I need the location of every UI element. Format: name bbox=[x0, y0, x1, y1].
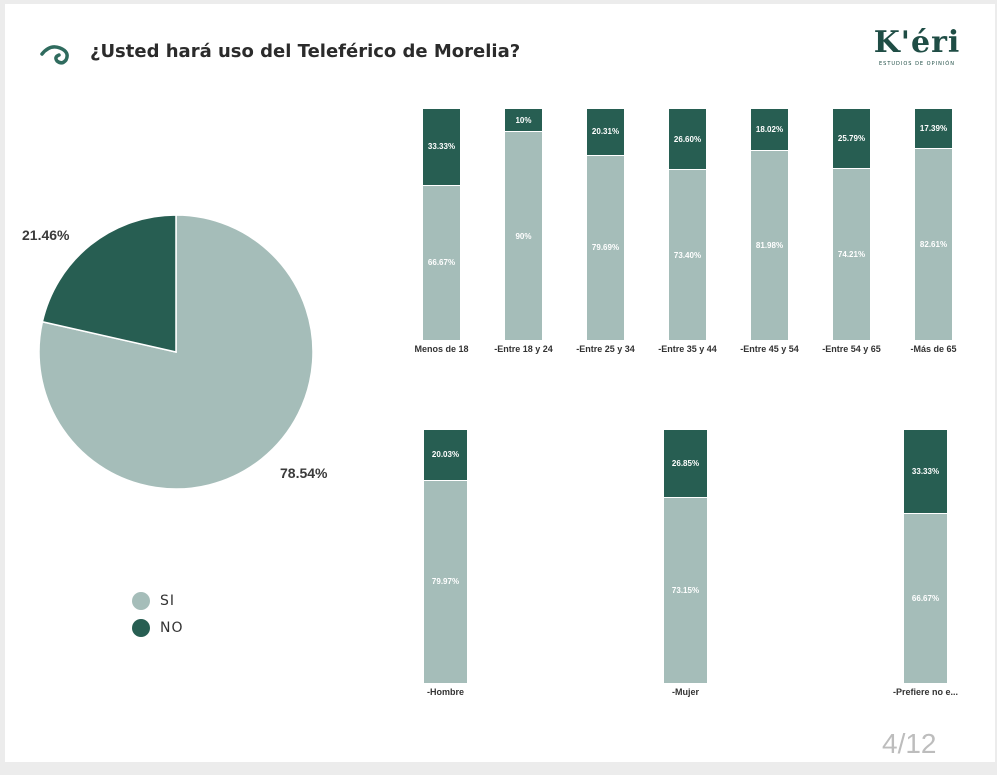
logo: K'éri ESTUDIOS DE OPINIÓN bbox=[872, 26, 962, 76]
bar-segment-si: 66.67% bbox=[423, 185, 460, 340]
bar-column: 20.03% 79.97% bbox=[424, 430, 467, 683]
bar-segment-si: 79.97% bbox=[424, 480, 467, 683]
bar-value-label-si: 73.15% bbox=[671, 585, 700, 595]
bar-column: 33.33% 66.67% bbox=[423, 109, 460, 340]
bar-value-label-si: 74.21% bbox=[837, 249, 866, 259]
logo-main: K'éri bbox=[873, 25, 961, 60]
bar-value-label-si: 79.97% bbox=[431, 577, 460, 587]
bar-segment-si: 66.67% bbox=[904, 514, 947, 683]
category-label: Menos de 18 bbox=[414, 344, 469, 354]
bar-segment-no: 20.03% bbox=[424, 430, 467, 481]
category-label: -Prefiere no e... bbox=[892, 687, 959, 697]
bar-column: 33.33% 66.67% bbox=[904, 430, 947, 683]
category-label: -Hombre bbox=[426, 687, 464, 697]
legend-label-no: NO bbox=[160, 620, 184, 636]
pie-label-no: 21.46% bbox=[22, 227, 70, 243]
bar-value-label-si: 82.61% bbox=[919, 240, 948, 250]
bar-segment-si: 73.40% bbox=[669, 170, 706, 340]
legend-swatch-no bbox=[132, 619, 150, 637]
bar-value-label-si: 66.67% bbox=[911, 594, 940, 604]
bar-segment-no: 18.02% bbox=[751, 109, 788, 151]
spiral-icon bbox=[40, 45, 69, 65]
bar-value-label-no: 26.60% bbox=[673, 134, 702, 144]
bar-value-label-no: 33.33% bbox=[911, 467, 940, 477]
bar-segment-si: 73.15% bbox=[664, 497, 707, 683]
bar-segment-no: 33.33% bbox=[423, 109, 460, 186]
bar-value-label-no: 33.33% bbox=[427, 142, 456, 152]
bar-value-label-no: 10% bbox=[515, 115, 532, 125]
category-label: -Entre 54 y 65 bbox=[822, 344, 881, 354]
bar-value-label-si: 79.69% bbox=[591, 243, 620, 253]
category-label: -Entre 18 y 24 bbox=[494, 344, 553, 354]
legend-item-no: NO bbox=[132, 617, 184, 639]
bar-value-label-no: 20.03% bbox=[431, 450, 460, 460]
pie-label-si: 78.54% bbox=[280, 465, 328, 481]
bar-column: 26.60% 73.40% bbox=[669, 109, 706, 340]
bar-segment-no: 17.39% bbox=[915, 109, 952, 150]
bar-value-label-si: 66.67% bbox=[427, 258, 456, 268]
category-label: -Entre 25 y 34 bbox=[576, 344, 635, 354]
bar-column: 18.02% 81.98% bbox=[751, 109, 788, 340]
bar-value-label-si: 73.40% bbox=[673, 250, 702, 260]
bar-segment-no: 20.31% bbox=[587, 109, 624, 156]
bar-value-label-no: 20.31% bbox=[591, 127, 620, 137]
category-label: -Más de 65 bbox=[910, 344, 957, 354]
bar-value-label-no: 26.85% bbox=[671, 458, 700, 468]
bar-segment-no: 26.60% bbox=[669, 109, 706, 171]
bar-column: 20.31% 79.69% bbox=[587, 109, 624, 340]
logo-subtitle: ESTUDIOS DE OPINIÓN bbox=[879, 61, 955, 67]
bar-column: 10% 90% bbox=[505, 109, 542, 340]
bar-value-label-no: 17.39% bbox=[919, 124, 948, 134]
bar-segment-no: 25.79% bbox=[833, 109, 870, 169]
bar-value-label-si: 81.98% bbox=[755, 240, 784, 250]
page-number: 4/12 bbox=[882, 728, 937, 759]
bar-segment-si: 74.21% bbox=[833, 168, 870, 340]
legend-swatch-si bbox=[132, 592, 150, 610]
bar-value-label-si: 90% bbox=[515, 231, 532, 241]
bar-segment-si: 90% bbox=[505, 132, 542, 340]
bar-column: 25.79% 74.21% bbox=[833, 109, 870, 340]
bar-segment-si: 81.98% bbox=[751, 150, 788, 340]
bar-segment-no: 26.85% bbox=[664, 430, 707, 498]
legend-item-si: SI bbox=[132, 590, 175, 612]
bar-column: 26.85% 73.15% bbox=[664, 430, 707, 683]
bar-segment-si: 82.61% bbox=[915, 149, 952, 340]
bar-segment-no: 33.33% bbox=[904, 430, 947, 515]
category-label: -Entre 35 y 44 bbox=[658, 344, 717, 354]
category-label: -Entre 45 y 54 bbox=[740, 344, 799, 354]
bar-segment-si: 79.69% bbox=[587, 155, 624, 340]
bar-value-label-no: 25.79% bbox=[837, 133, 866, 143]
page-title: ¿Usted hará uso del Teleférico de Moreli… bbox=[90, 41, 521, 62]
bar-segment-no: 10% bbox=[505, 109, 542, 133]
legend-label-si: SI bbox=[160, 593, 176, 609]
category-label: -Mujer bbox=[672, 687, 699, 697]
bar-value-label-no: 18.02% bbox=[755, 124, 784, 134]
bar-column: 17.39% 82.61% bbox=[915, 109, 952, 340]
